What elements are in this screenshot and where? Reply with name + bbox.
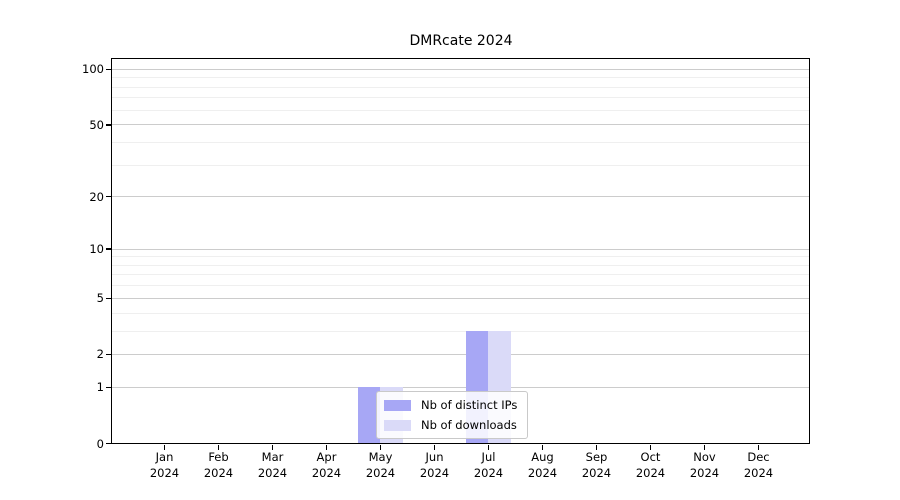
y-tick-mark-100 (106, 68, 111, 71)
major-gridline-2 (112, 353, 809, 355)
x-tick-mark-apr (325, 445, 328, 450)
x-tick-year: 2024 (203, 465, 234, 480)
x-tick-mark-feb (217, 445, 220, 450)
chart-title: DMRcate 2024 (409, 33, 513, 49)
x-tick-month: Dec (747, 450, 770, 464)
legend-swatch-downloads (384, 419, 411, 431)
minor-gridline-80 (112, 86, 809, 88)
x-tick-label-mar: Mar 2024 (243, 450, 303, 481)
y-tick-label-100: 100 (82, 62, 104, 77)
x-tick-year: 2024 (257, 465, 288, 480)
x-tick-label-jan: Jan 2024 (135, 450, 195, 481)
minor-gridline-7 (112, 274, 809, 276)
minor-gridline-9 (112, 256, 809, 258)
y-tick-mark-1 (106, 386, 111, 389)
x-tick-month: Jan (155, 450, 174, 464)
y-tick-mark-20 (106, 195, 111, 198)
major-gridline-100 (112, 68, 809, 70)
x-tick-label-dec: Dec 2024 (729, 450, 789, 481)
x-tick-mark-oct (649, 445, 652, 450)
x-tick-mark-mar (271, 445, 274, 450)
bar-distinct-ips-may (357, 386, 380, 443)
x-tick-year: 2024 (635, 465, 666, 480)
plot-area: Nb of distinct IPs Nb of downloads (111, 58, 810, 444)
y-tick-mark-10 (106, 248, 111, 250)
x-tick-label-nov: Nov 2024 (675, 450, 735, 481)
x-tick-year: 2024 (743, 465, 774, 480)
legend-label-distinct-ips: Nb of distinct IPs (421, 398, 518, 412)
x-tick-mark-jul (487, 445, 490, 450)
legend-swatch-distinct-ips (384, 399, 411, 411)
x-tick-month: Nov (693, 450, 716, 464)
x-tick-label-jul: Jul 2024 (459, 450, 519, 481)
x-tick-mark-jan (163, 445, 166, 450)
x-tick-month: Sep (585, 450, 608, 464)
x-tick-mark-aug (541, 445, 544, 450)
x-tick-label-jun: Jun 2024 (405, 450, 465, 481)
x-tick-month: May (368, 450, 393, 464)
minor-gridline-30 (112, 164, 809, 166)
x-tick-year: 2024 (527, 465, 558, 480)
x-tick-year: 2024 (311, 465, 342, 480)
major-gridline-1 (112, 386, 809, 388)
major-gridline-5 (112, 297, 809, 299)
x-tick-mark-may (379, 445, 382, 450)
legend-label-downloads: Nb of downloads (421, 418, 517, 432)
x-tick-label-feb: Feb 2024 (189, 450, 249, 481)
y-tick-label-0: 0 (96, 436, 104, 451)
x-tick-mark-dec (757, 445, 760, 450)
x-tick-year: 2024 (365, 465, 396, 480)
x-tick-year: 2024 (689, 465, 720, 480)
minor-gridline-40 (112, 141, 809, 143)
x-tick-label-sep: Sep 2024 (567, 450, 627, 481)
y-tick-label-20: 20 (89, 189, 104, 204)
minor-gridline-6 (112, 285, 809, 287)
y-tick-label-1: 1 (96, 380, 104, 395)
y-tick-mark-5 (106, 297, 111, 299)
x-tick-year: 2024 (581, 465, 612, 480)
minor-gridline-3 (112, 330, 809, 332)
major-gridline-10 (112, 248, 809, 250)
x-tick-mark-nov (703, 445, 706, 450)
x-tick-label-aug: Aug 2024 (513, 450, 573, 481)
y-tick-mark-50 (106, 124, 111, 126)
x-tick-label-oct: Oct 2024 (621, 450, 681, 481)
x-tick-year: 2024 (149, 465, 180, 480)
y-tick-label-10: 10 (89, 242, 104, 257)
x-tick-month: Oct (640, 450, 661, 464)
x-tick-month: Jun (425, 450, 444, 464)
x-tick-mark-jun (433, 445, 436, 450)
legend-item-distinct-ips: Nb of distinct IPs (384, 397, 517, 413)
x-tick-month: Feb (208, 450, 229, 464)
x-tick-year: 2024 (419, 465, 450, 480)
minor-gridline-60 (112, 109, 809, 111)
y-tick-label-5: 5 (96, 291, 104, 306)
minor-gridline-4 (112, 312, 809, 314)
major-gridline-20 (112, 196, 809, 198)
x-tick-label-apr: Apr 2024 (297, 450, 357, 481)
major-gridline-50 (112, 124, 809, 126)
legend-item-downloads: Nb of downloads (384, 417, 517, 433)
x-tick-month: Mar (261, 450, 284, 464)
minor-gridline-8 (112, 264, 809, 266)
y-tick-label-50: 50 (89, 117, 104, 132)
x-tick-year: 2024 (473, 465, 504, 480)
y-tick-mark-0 (106, 442, 111, 445)
x-tick-label-may: May 2024 (351, 450, 411, 481)
minor-gridline-70 (112, 97, 809, 99)
minor-gridline-90 (112, 77, 809, 79)
y-tick-mark-2 (106, 353, 111, 356)
x-tick-month: Apr (316, 450, 337, 464)
x-tick-mark-sep (595, 445, 598, 450)
x-tick-month: Aug (531, 450, 554, 464)
legend: Nb of distinct IPs Nb of downloads (376, 391, 529, 439)
y-tick-label-2: 2 (96, 347, 104, 362)
x-tick-month: Jul (481, 450, 496, 464)
